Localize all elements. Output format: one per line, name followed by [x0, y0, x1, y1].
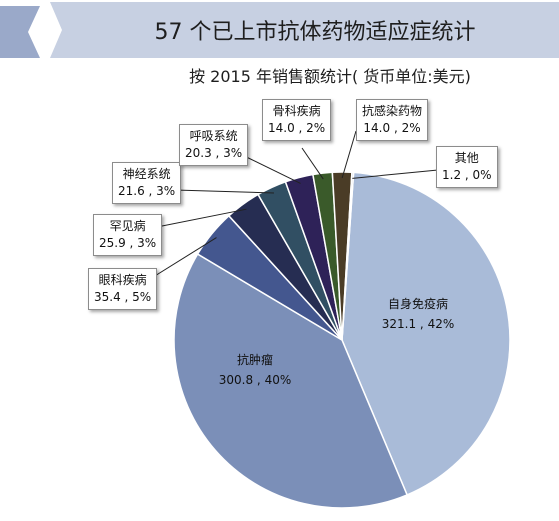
slice-label-autoimmune: 自身免疫病 321.1 , 42% — [368, 294, 468, 334]
pie-slice — [173, 253, 409, 509]
slice-label-anti-infective: 抗感染药物 14.0 , 2% — [356, 99, 429, 141]
leader-line — [301, 147, 324, 180]
slice-label-orthopedic: 骨科疾病 14.0 , 2% — [262, 99, 332, 141]
leader-line — [341, 130, 357, 179]
slice-name: 抗感染药物 — [362, 104, 423, 118]
slice-name: 神经系统 — [122, 167, 171, 181]
slice-value: 14.0 , 2% — [363, 121, 421, 135]
chart-title: 57 个已上市抗体药物适应症统计 — [154, 20, 476, 45]
leader-line — [174, 189, 275, 194]
pie-slice — [341, 171, 511, 496]
leader-line — [151, 208, 247, 229]
slice-label-oncology: 抗肿瘤 300.8 , 40% — [205, 350, 305, 390]
slice-value: 25.9 , 3% — [99, 236, 157, 250]
slice-label-ophthalmology: 眼科疾病 35.4 , 5% — [88, 268, 158, 310]
slice-name: 自身免疫病 — [387, 297, 448, 311]
chart-subtitle: 按 2015 年销售额统计( 货币单位:美元) — [189, 67, 471, 86]
pie-slice — [341, 171, 355, 341]
leader-line — [149, 237, 217, 280]
title-ribbon — [0, 2, 559, 58]
slice-value: 35.4 , 5% — [94, 290, 152, 304]
slice-label-other: 其他 1.2 , 0% — [436, 146, 498, 188]
title-banner: 57 个已上市抗体药物适应症统计 — [0, 0, 559, 64]
slice-name: 呼吸系统 — [189, 129, 238, 143]
slice-value: 21.6 , 3% — [118, 184, 176, 198]
slice-value: 20.3 , 3% — [185, 146, 243, 160]
leader-line — [352, 169, 439, 179]
slice-value: 1.2 , 0% — [442, 168, 492, 182]
slice-label-neurology: 神经系统 21.6 , 3% — [112, 162, 182, 204]
slice-value: 321.1 , 42% — [381, 317, 455, 331]
slice-name: 其他 — [454, 151, 479, 165]
slice-label-respiratory: 呼吸系统 20.3 , 3% — [179, 124, 249, 166]
slice-value: 300.8 , 40% — [218, 373, 292, 387]
slice-value: 14.0 , 2% — [268, 121, 326, 135]
slice-name: 骨科疾病 — [272, 104, 321, 118]
slice-label-rare-disease: 罕见病 25.9 , 3% — [93, 214, 163, 256]
slice-name: 罕见病 — [109, 219, 146, 233]
slice-name: 抗肿瘤 — [236, 353, 273, 367]
slice-name: 眼科疾病 — [98, 273, 147, 287]
